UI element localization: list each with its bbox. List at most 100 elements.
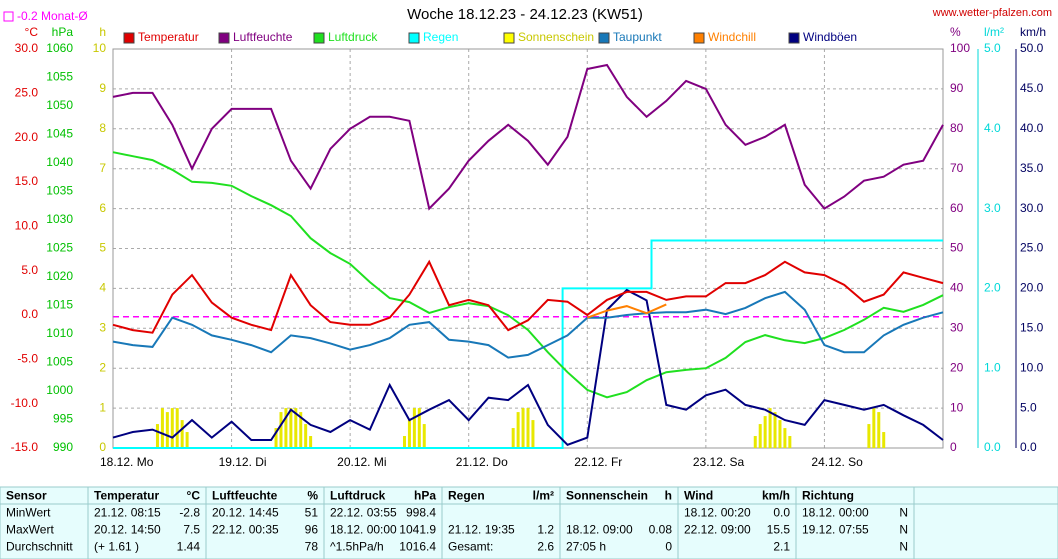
- series-line: [586, 303, 667, 319]
- y-tick-label: -10.0: [11, 396, 39, 410]
- legend-label: Luftdruck: [328, 30, 378, 44]
- y-tick-label: 10: [950, 400, 964, 414]
- bar: [417, 408, 421, 448]
- x-tick-label: 22.12. Fr: [574, 455, 622, 469]
- table-cell: 20.12. 14:50: [94, 523, 161, 537]
- table-cell: 22.12. 09:00: [684, 523, 751, 537]
- bar: [877, 412, 881, 448]
- table-cell: %: [307, 489, 318, 503]
- y-tick-label: 10: [93, 41, 107, 55]
- y-tick-label: 1.0: [984, 360, 1001, 374]
- bar: [412, 408, 416, 448]
- y-tick-label: 4: [99, 281, 106, 295]
- legend-swatch: [788, 32, 800, 44]
- table-cell: 1.2: [537, 523, 554, 537]
- bar: [753, 436, 757, 448]
- legend-swatch: [313, 32, 325, 44]
- legend-swatch: [408, 32, 420, 44]
- bar: [160, 408, 164, 448]
- table-cell: 20.12. 14:45: [212, 506, 279, 520]
- y-tick-label: 3: [99, 320, 106, 334]
- y-tick-label: 1035: [46, 184, 73, 198]
- y-tick-label: 990: [53, 440, 73, 454]
- bar: [284, 408, 288, 448]
- table-cell: 0: [665, 540, 672, 554]
- bar: [531, 420, 535, 448]
- bar: [526, 408, 530, 448]
- y-tick-label: 45.0: [1020, 81, 1044, 95]
- y-tick-label: 60: [950, 201, 964, 215]
- y-tick-label: 2.0: [984, 281, 1001, 295]
- table-cell: Temperatur: [94, 489, 159, 503]
- y-tick-label: 35.0: [1020, 161, 1044, 175]
- table-cell: hPa: [414, 489, 436, 503]
- y-tick-label: 5.0: [1020, 400, 1037, 414]
- table-cell: 21.12. 08:15: [94, 506, 161, 520]
- y-tick-label: 50: [950, 241, 964, 255]
- x-tick-label: 21.12. Do: [456, 455, 508, 469]
- bar: [170, 408, 174, 448]
- legend-swatch: [123, 32, 135, 44]
- table-cell: Regen: [448, 489, 485, 503]
- legend-swatch: [693, 32, 705, 44]
- y-tick-label: 90: [950, 81, 964, 95]
- y-tick-label: 1040: [46, 155, 73, 169]
- bar: [309, 436, 313, 448]
- legend-label: Sonnenschein: [518, 30, 594, 44]
- legend-label: Windchill: [708, 30, 756, 44]
- series-line: [112, 63, 944, 211]
- table-cell: N: [899, 523, 908, 537]
- y-tick-label: 1015: [46, 298, 73, 312]
- bar: [289, 408, 293, 448]
- bar: [180, 420, 184, 448]
- legend-swatch: [598, 32, 610, 44]
- bar: [778, 420, 782, 448]
- y-tick-label: 15.0: [15, 174, 39, 188]
- y-tick-label: 4.0: [984, 121, 1001, 135]
- y-tick-label: 80: [950, 121, 964, 135]
- y-tick-label: 2: [99, 360, 106, 374]
- table-cell: 0.0: [773, 506, 790, 520]
- table-cell: -2.8: [179, 506, 200, 520]
- table-cell: ^1.5hPa/h: [330, 540, 384, 554]
- source: www.wetter-pfalzen.com: [932, 7, 1052, 19]
- bar: [763, 416, 767, 448]
- y-tick-label: 1: [99, 400, 106, 414]
- table-cell: 22.12. 03:55: [330, 506, 397, 520]
- table-cell: 18.12. 00:20: [684, 506, 751, 520]
- series-line: [112, 151, 944, 399]
- y-tick-label: 1020: [46, 269, 73, 283]
- y-tick-label: 20.0: [15, 130, 39, 144]
- legend-label: Taupunkt: [613, 30, 662, 44]
- table-cell: h: [665, 489, 672, 503]
- table-cell: 18.12. 09:00: [566, 523, 633, 537]
- series-line: [113, 239, 943, 449]
- table-cell: N: [899, 506, 908, 520]
- y-tick-label: 25.0: [15, 86, 39, 100]
- bar: [422, 424, 426, 448]
- table-cell: Luftdruck: [330, 489, 386, 503]
- bar: [155, 424, 159, 448]
- table-cell: 21.12. 19:35: [448, 523, 515, 537]
- y-tick-label: 1025: [46, 241, 73, 255]
- axis-unit: h: [99, 25, 106, 39]
- table-cell: 78: [305, 540, 319, 554]
- table-cell: 2.1: [773, 540, 790, 554]
- bar: [299, 412, 303, 448]
- y-tick-label: 5.0: [21, 263, 38, 277]
- y-tick-label: 1045: [46, 127, 73, 141]
- y-tick-label: -15.0: [11, 440, 39, 454]
- y-tick-label: 30.0: [1020, 201, 1044, 215]
- y-tick-label: 8: [99, 121, 106, 135]
- table-cell: Gesamt:: [448, 540, 493, 554]
- y-tick-label: 30: [950, 320, 964, 334]
- table-cell: (+ 1.61 ): [94, 540, 139, 554]
- table-cell: Wind: [684, 489, 713, 503]
- y-tick-label: 100: [950, 41, 970, 55]
- x-tick-label: 23.12. Sa: [693, 455, 745, 469]
- y-tick-label: 5: [99, 241, 106, 255]
- table-cell: Durchschnitt: [6, 540, 73, 554]
- table-cell: 0.08: [649, 523, 673, 537]
- y-tick-label: 30.0: [15, 41, 39, 55]
